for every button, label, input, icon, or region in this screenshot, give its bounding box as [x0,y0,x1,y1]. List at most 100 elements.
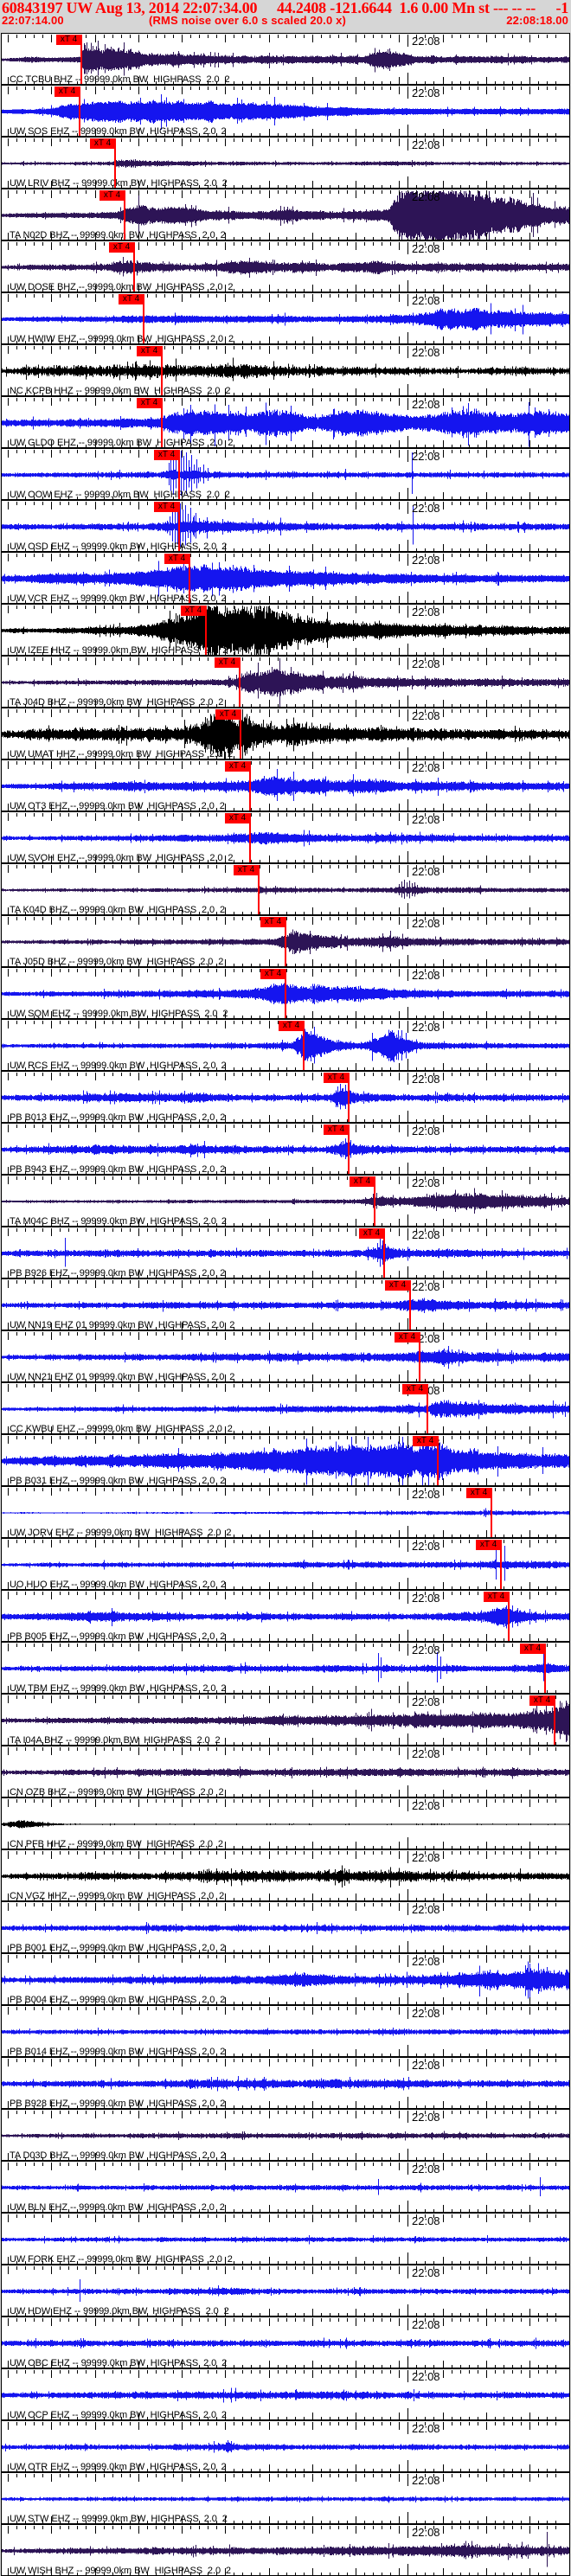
pick-line[interactable] [437,1436,439,1485]
pick-flag[interactable]: xT 4 [234,865,259,875]
pick-line[interactable] [508,1592,510,1641]
pick-flag[interactable]: xT 4 [55,87,80,97]
pick-line[interactable] [285,969,286,1018]
pick-line[interactable] [544,1644,546,1693]
pick-flag[interactable]: xT 4 [56,35,81,45]
pick-flag[interactable]: xT 4 [164,554,189,564]
minute-label: 22:08 [412,1747,440,1760]
pick-flag[interactable]: xT 4 [181,606,206,616]
pick-flag[interactable]: xT 4 [109,242,134,253]
pick-line[interactable] [303,1021,305,1070]
pick-line[interactable] [409,1280,411,1330]
pick-flag[interactable]: xT 4 [395,1332,420,1342]
pick-line[interactable] [285,917,286,966]
trace-row: 22:08 UW GLDO EHZ -- 99999.0km BW HIGHPAS… [2,396,569,448]
waveform [2,2532,569,2567]
pick-line[interactable] [348,1125,350,1174]
pick-flag[interactable]: xT 4 [402,1384,427,1394]
station-label: PB B013 EHZ -- 99999.0km BW HIGHPASS 2.0… [10,1112,226,1123]
station-label: TA N02D BHZ -- 99999.0km BW HIGHPASS 2.0… [10,230,226,240]
pick-flag[interactable]: xT 4 [215,709,241,720]
minute-label: 22:08 [412,190,440,203]
pick-flag[interactable]: xT 4 [137,346,162,356]
trace-row: 22:08 UW VCR EHZ -- 99999.0km BW HIGHPASS… [2,552,569,604]
pick-line[interactable] [500,1540,502,1589]
waveform [2,710,569,759]
pick-line[interactable] [161,398,163,447]
seismogram-trace [2,2214,569,2264]
waveform [2,1084,569,1110]
pick-flag[interactable]: xT 4 [90,138,115,149]
pick-flag[interactable]: xT 4 [225,761,250,772]
pick-line[interactable] [239,657,241,707]
minute-label: 22:08 [412,709,440,722]
trace-row: 22:08 UW OCP EHZ -- 99999.0km BW HIGHPASS… [2,2368,569,2420]
pick-flag[interactable]: xT 4 [520,1644,545,1654]
station-label: PB B014 EHZ -- 99999.0km BW HIGHPASS 2.0… [10,2047,226,2057]
minute-label: 22:08 [412,865,440,878]
pick-flag[interactable]: xT 4 [279,1021,304,1031]
pick-line[interactable] [178,450,180,499]
pick-flag[interactable]: xT 4 [215,657,240,668]
pick-flag[interactable]: xT 4 [225,813,250,823]
pick-line[interactable] [249,761,251,811]
pick-flag[interactable]: xT 4 [99,190,125,201]
pick-line[interactable] [143,294,144,343]
pick-flag[interactable]: xT 4 [260,969,286,979]
minute-label: 22:08 [412,1644,440,1656]
minute-label: 22:08 [412,35,440,48]
pick-line[interactable] [374,1176,375,1226]
pick-flag[interactable]: xT 4 [324,1125,349,1135]
pick-flag[interactable]: xT 4 [484,1592,509,1602]
waveform [2,1605,569,1629]
pick-flag[interactable]: xT 4 [529,1695,555,1706]
time-ticks [8,1332,556,1381]
pick-line[interactable] [133,242,135,292]
pick-flag[interactable]: xT 4 [350,1176,375,1187]
pick-line[interactable] [249,813,251,862]
pick-line[interactable] [80,35,82,84]
pick-line[interactable] [205,606,207,655]
seismogram-trace [2,865,569,914]
pick-line[interactable] [491,1488,492,1537]
minute-label: 22:08 [412,1021,440,1034]
pick-line[interactable] [383,1228,385,1278]
pick-flag[interactable]: xT 4 [260,917,286,927]
pick-flag[interactable]: xT 4 [359,1228,384,1239]
trace-row: 22:08 TA D03D BHZ -- 99999.0km BW HIGHPAS… [2,2109,569,2161]
pick-flag[interactable]: xT 4 [154,450,179,460]
waveform [2,1961,569,1999]
pick-flag[interactable]: xT 4 [466,1488,491,1498]
pick-line[interactable] [554,1695,555,1745]
pick-line[interactable] [419,1332,420,1381]
minute-label: 22:08 [412,2163,440,2176]
pick-line[interactable] [161,346,163,395]
pick-flag[interactable]: xT 4 [154,502,179,512]
pick-line[interactable] [258,865,260,914]
minute-label: 22:08 [412,969,440,982]
pick-line[interactable] [427,1384,428,1433]
waveform [2,401,569,447]
pick-flag[interactable]: xT 4 [413,1436,438,1446]
pick-line[interactable] [189,554,190,603]
pick-line[interactable] [114,138,116,188]
station-label: UW TBM EHZ -- 99999.0km BW HIGHPASS 2.0 … [10,1683,227,1694]
pick-flag[interactable]: xT 4 [324,1073,349,1083]
pick-line[interactable] [79,87,80,136]
waveform [2,1238,569,1267]
pick-flag[interactable]: xT 4 [119,294,144,304]
time-ticks [8,709,556,759]
pick-flag[interactable]: xT 4 [476,1540,501,1550]
seismogram-trace [2,502,569,551]
station-label: UW BLN EHZ -- 99999.0km BW HIGHPASS 2.0 … [10,2202,225,2213]
pick-line[interactable] [348,1073,350,1122]
pick-flag[interactable]: xT 4 [137,398,162,408]
waveform [2,451,569,496]
seismogram-trace [2,2474,569,2523]
pick-line[interactable] [178,502,180,551]
trace-row: 22:08 UW BLN EHZ -- 99999.0km BW HIGHPASS… [2,2161,569,2213]
pick-flag[interactable]: xT 4 [385,1280,410,1291]
pick-line[interactable] [124,190,125,240]
station-label: UW GLDO EHZ -- 99999.0km BW HIGHPASS 2.0… [10,438,234,448]
pick-line[interactable] [240,709,241,759]
